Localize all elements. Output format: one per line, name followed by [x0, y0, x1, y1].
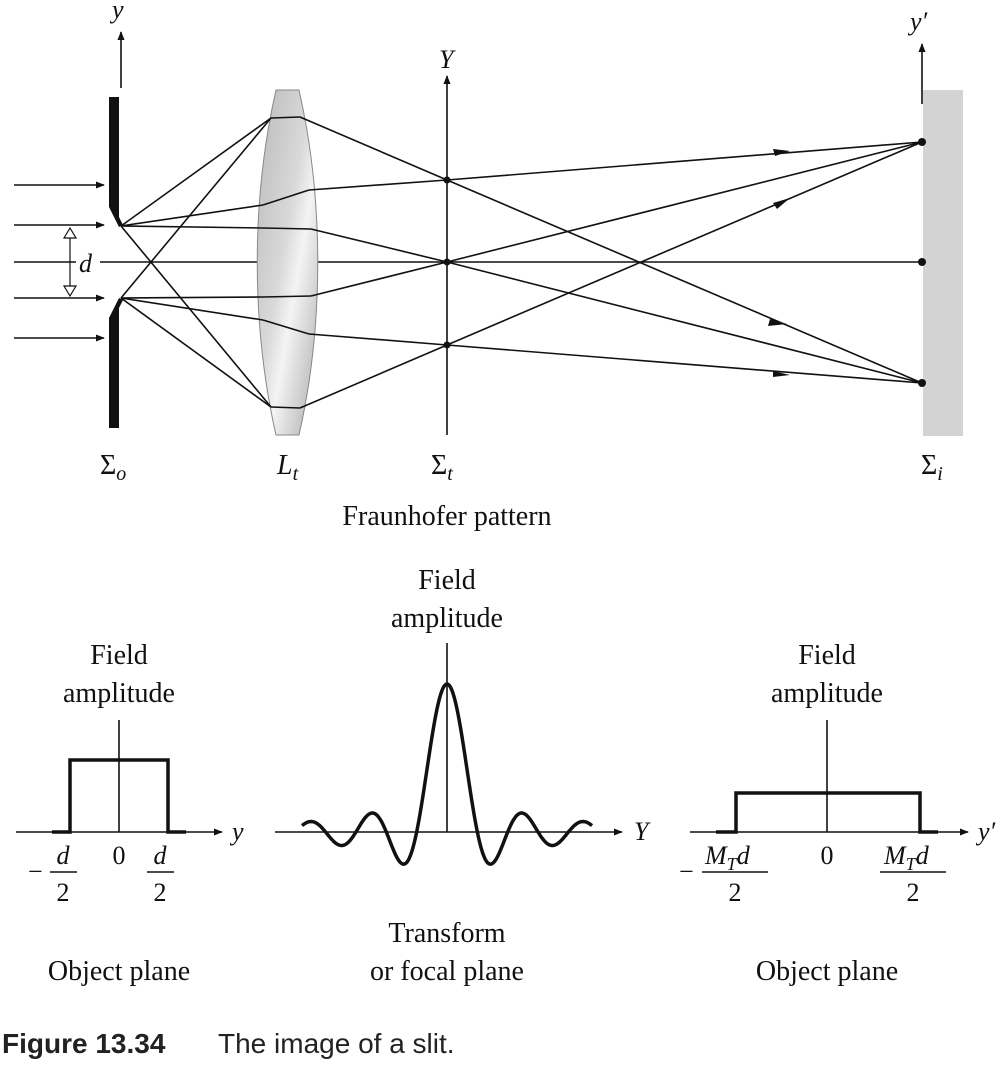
ray — [262, 227, 312, 230]
right-tick-minus-sign: − — [679, 857, 694, 886]
ray — [120, 117, 272, 227]
ray — [120, 117, 272, 299]
left-plot-title-line1: Field — [90, 640, 148, 671]
right-plot-axis-label: y′ — [975, 817, 996, 846]
fourier-point-bottom — [443, 341, 451, 349]
ray — [446, 261, 923, 384]
fourier-point-center — [443, 258, 451, 266]
left-plot-caption: Object plane — [48, 956, 190, 987]
left-plot-title-line2: amplitude — [63, 678, 175, 709]
left-plot-rect-function — [52, 758, 186, 834]
right-tick-neg-den: 2 — [729, 878, 742, 907]
right-plot-caption: Object plane — [756, 956, 898, 987]
dimension-arrow-up — [62, 226, 78, 239]
right-tick-neg-num: MTd — [704, 841, 751, 874]
image-point-bottom — [918, 379, 926, 387]
middle-plot-caption-line2: or focal plane — [370, 956, 524, 987]
slit-width-label: d — [79, 249, 93, 278]
object-y-axis-label: y — [109, 0, 124, 24]
left-tick-pos-den: 2 — [154, 878, 167, 907]
ray — [446, 141, 923, 263]
right-plot-title-line2: amplitude — [771, 678, 883, 709]
ray — [270, 406, 301, 409]
ray — [310, 261, 448, 297]
ray — [299, 116, 448, 181]
sigma-i-label: Σi — [921, 450, 943, 485]
slit-screen-upper — [109, 97, 123, 227]
ray-arrow — [768, 319, 787, 326]
ray — [262, 295, 312, 298]
transform-Y-label: Y — [439, 45, 456, 74]
figure-caption-text: The image of a slit. — [218, 1028, 455, 1059]
image-screen — [923, 90, 963, 436]
image-y-axis-label: y′ — [907, 7, 928, 36]
left-tick-neg-num: d — [57, 841, 71, 870]
slit-screen-lower — [109, 298, 123, 428]
right-plot: Field amplitude y′ − MTd 2 0 MTd 2 Objec… — [679, 640, 996, 987]
ray — [120, 296, 264, 299]
ray — [120, 297, 272, 408]
right-tick-zero: 0 — [821, 841, 834, 870]
sigma-t-label: Σt — [431, 450, 453, 485]
ray — [310, 228, 448, 263]
ray — [308, 179, 448, 191]
ray-direction-arrows — [768, 149, 790, 377]
ray — [270, 116, 301, 119]
right-plot-title-line1: Field — [798, 640, 856, 671]
ray — [446, 344, 923, 384]
optical-setup: y d — [14, 0, 963, 532]
image-point-center — [918, 258, 926, 266]
middle-plot-sinc-function — [300, 682, 594, 866]
ray — [308, 333, 448, 346]
left-tick-minus-sign: − — [28, 857, 43, 886]
left-tick-zero: 0 — [113, 841, 126, 870]
fourier-point-top — [443, 176, 451, 184]
ray-arrow — [773, 149, 790, 156]
ray-arrow — [773, 371, 790, 377]
ray — [446, 141, 923, 346]
object-to-lens-rays — [120, 117, 272, 408]
ray — [120, 225, 264, 229]
lens-ray-segments — [262, 116, 312, 409]
ray — [446, 179, 923, 384]
ray-arrow — [773, 198, 790, 209]
ray — [446, 141, 923, 181]
fraunhofer-label: Fraunhofer pattern — [342, 501, 551, 532]
ray — [120, 225, 272, 408]
middle-plot: Field amplitude Y Transform or focal pla… — [275, 565, 651, 987]
right-tick-pos-den: 2 — [907, 878, 920, 907]
middle-plot-title-line1: Field — [418, 565, 476, 596]
dimension-arrow-down — [62, 285, 78, 298]
middle-plot-caption-line1: Transform — [388, 918, 505, 949]
lens-label: Lt — [276, 450, 299, 485]
image-point-top — [918, 138, 926, 146]
middle-plot-axis-label: Y — [634, 817, 651, 846]
ray — [120, 204, 264, 227]
left-tick-neg-den: 2 — [57, 878, 70, 907]
ray — [120, 297, 264, 321]
sigma-o-label: Σo — [100, 450, 126, 485]
right-plot-rect-function — [716, 791, 938, 834]
incoming-rays — [14, 181, 105, 342]
lens — [256, 89, 319, 436]
d-label-bg — [76, 249, 100, 277]
figure-caption-label: Figure 13.34 — [2, 1028, 166, 1059]
middle-plot-title-line2: amplitude — [391, 603, 503, 634]
left-tick-pos-num: d — [154, 841, 168, 870]
ray — [299, 344, 448, 409]
right-tick-pos-num: MTd — [883, 841, 930, 874]
lens-to-image-rays — [299, 116, 923, 409]
ray — [262, 189, 310, 206]
left-plot: Field amplitude y − d 2 0 d 2 Object pla… — [16, 640, 244, 987]
ray — [262, 319, 310, 335]
left-plot-axis-label: y — [229, 817, 244, 846]
